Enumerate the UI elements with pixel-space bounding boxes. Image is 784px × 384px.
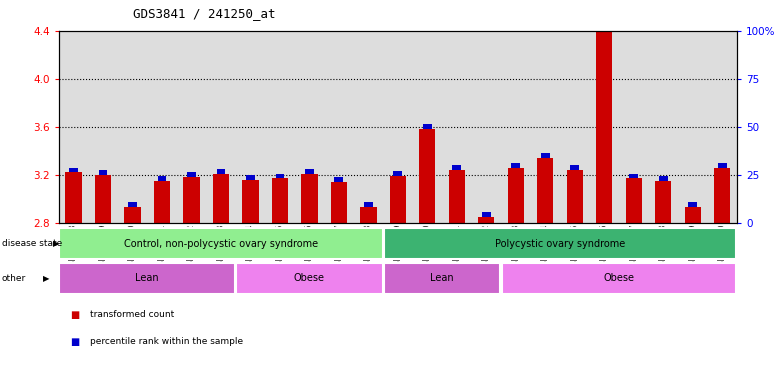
Bar xyxy=(412,31,442,223)
Bar xyxy=(482,212,491,217)
Bar xyxy=(59,31,89,223)
Text: Lean: Lean xyxy=(430,273,454,283)
Bar xyxy=(125,207,140,223)
Bar xyxy=(118,31,147,223)
Bar xyxy=(619,31,648,223)
Bar xyxy=(242,180,259,223)
Bar xyxy=(659,176,668,181)
Bar xyxy=(206,31,236,223)
Bar xyxy=(295,31,324,223)
Bar xyxy=(364,202,373,207)
Bar xyxy=(183,177,200,223)
Bar xyxy=(419,129,435,223)
Bar xyxy=(324,31,354,223)
Bar xyxy=(688,202,697,207)
Bar xyxy=(154,181,170,223)
Bar xyxy=(478,217,495,223)
Bar xyxy=(423,124,432,129)
Bar xyxy=(176,31,206,223)
Bar xyxy=(502,263,736,294)
Text: GDS3841 / 241250_at: GDS3841 / 241250_at xyxy=(133,7,276,20)
Bar xyxy=(301,174,318,223)
Bar xyxy=(246,175,255,180)
Text: transformed count: transformed count xyxy=(90,310,174,319)
Bar xyxy=(89,31,118,223)
Bar xyxy=(571,165,579,170)
Bar xyxy=(236,263,383,294)
Bar xyxy=(600,0,608,1)
Bar xyxy=(187,172,196,177)
Bar xyxy=(99,170,107,175)
Bar xyxy=(236,31,265,223)
Bar xyxy=(216,169,225,174)
Bar xyxy=(60,263,235,294)
Bar xyxy=(213,174,229,223)
Bar xyxy=(511,163,521,167)
Bar xyxy=(69,167,78,172)
Text: ■: ■ xyxy=(71,337,80,347)
Bar xyxy=(272,178,288,223)
Bar xyxy=(678,31,707,223)
Bar xyxy=(158,176,166,181)
Bar xyxy=(95,175,111,223)
Bar xyxy=(531,31,560,223)
Bar xyxy=(361,207,376,223)
Bar xyxy=(684,207,701,223)
Text: ▶: ▶ xyxy=(43,274,49,283)
Bar xyxy=(354,31,383,223)
Bar xyxy=(60,228,383,260)
Bar xyxy=(648,31,678,223)
Text: percentile rank within the sample: percentile rank within the sample xyxy=(90,337,243,346)
Bar xyxy=(128,202,137,207)
Bar xyxy=(567,170,583,223)
Bar xyxy=(590,31,619,223)
Bar xyxy=(630,174,638,178)
Bar xyxy=(383,228,736,260)
Bar xyxy=(448,170,465,223)
Text: ▶: ▶ xyxy=(53,239,59,248)
Bar xyxy=(508,167,524,223)
Bar xyxy=(537,158,554,223)
Text: ■: ■ xyxy=(71,310,80,320)
Text: Polycystic ovary syndrome: Polycystic ovary syndrome xyxy=(495,239,625,249)
Bar xyxy=(335,177,343,182)
Bar xyxy=(707,31,737,223)
Bar xyxy=(596,1,612,223)
Bar xyxy=(394,171,402,176)
Text: other: other xyxy=(2,274,26,283)
Bar xyxy=(560,31,590,223)
Bar xyxy=(718,163,727,167)
Bar xyxy=(305,169,314,174)
Bar xyxy=(147,31,176,223)
Bar xyxy=(472,31,501,223)
Bar xyxy=(331,182,347,223)
Bar xyxy=(655,181,671,223)
Text: Obese: Obese xyxy=(294,273,325,283)
Bar xyxy=(383,263,500,294)
Bar xyxy=(65,172,82,223)
Text: disease state: disease state xyxy=(2,239,62,248)
Bar xyxy=(541,153,550,158)
Bar xyxy=(442,31,472,223)
Text: Control, non-polycystic ovary syndrome: Control, non-polycystic ovary syndrome xyxy=(124,239,318,249)
Bar xyxy=(265,31,295,223)
Text: Lean: Lean xyxy=(136,273,159,283)
Bar xyxy=(501,31,531,223)
Bar xyxy=(275,174,285,178)
Bar xyxy=(390,176,406,223)
Bar xyxy=(452,165,461,170)
Text: Obese: Obese xyxy=(604,273,634,283)
Bar xyxy=(626,178,642,223)
Bar xyxy=(383,31,412,223)
Bar xyxy=(714,167,731,223)
